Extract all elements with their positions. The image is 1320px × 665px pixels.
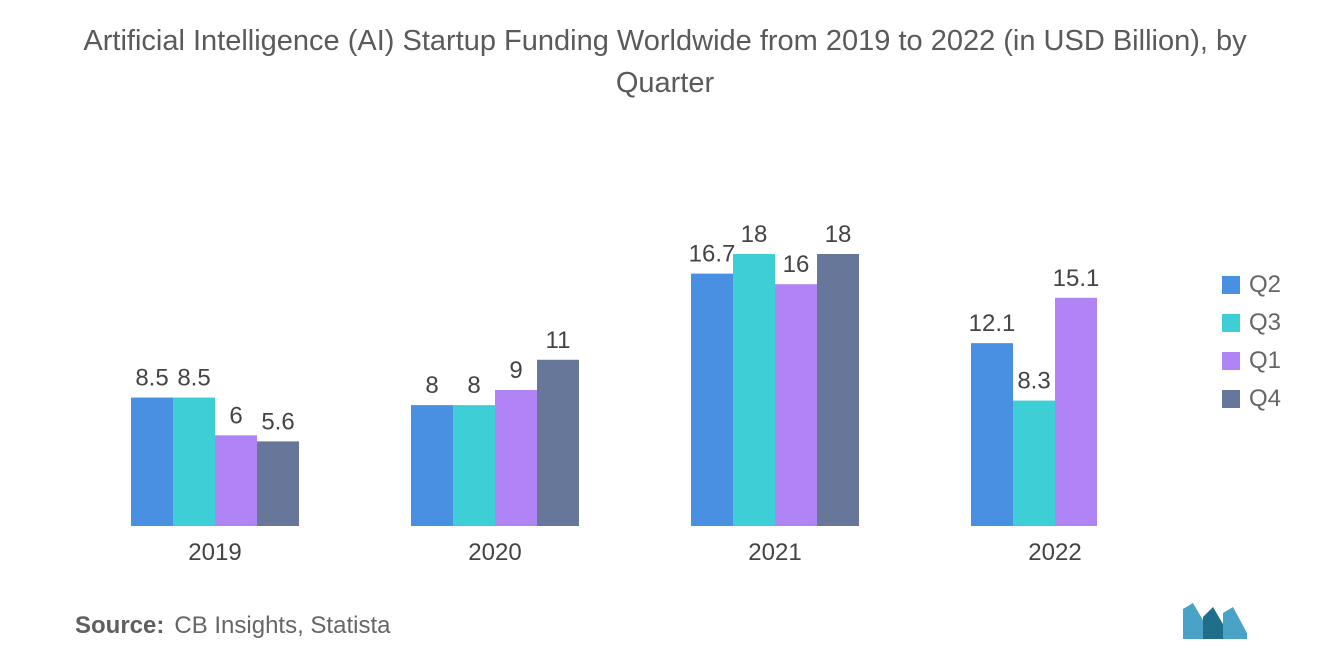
bar-2021-q1 bbox=[775, 284, 817, 526]
x-tick-label-2019: 2019 bbox=[188, 539, 241, 566]
bar-2019-q1 bbox=[215, 435, 257, 526]
x-tick-label-2022: 2022 bbox=[1028, 539, 1081, 566]
legend-swatch bbox=[1222, 390, 1240, 408]
legend-swatch bbox=[1222, 276, 1240, 294]
value-label-2022-q3: 8.3 bbox=[1017, 368, 1050, 395]
value-label-2021-q4: 18 bbox=[825, 221, 852, 248]
bars-layer bbox=[131, 254, 1097, 526]
bar-2021-q2 bbox=[691, 273, 733, 526]
legend-swatch bbox=[1222, 314, 1240, 332]
bar-2021-q3 bbox=[733, 254, 775, 526]
value-label-2020-q3: 8 bbox=[467, 372, 480, 399]
bar-2020-q4 bbox=[537, 359, 579, 526]
legend-label: Q3 bbox=[1249, 309, 1282, 336]
bar-2020-q2 bbox=[411, 405, 453, 526]
value-label-2021-q1: 16 bbox=[783, 251, 810, 278]
legend-label: Q2 bbox=[1249, 271, 1282, 298]
chart-title: Artificial Intelligence (AI) Startup Fun… bbox=[83, 25, 1247, 99]
legend: Q2 Q3 Q1 Q4 bbox=[1222, 266, 1281, 418]
legend-label: Q1 bbox=[1249, 347, 1282, 374]
legend-item-q2: Q2 bbox=[1222, 266, 1281, 304]
legend-swatch bbox=[1222, 352, 1240, 370]
value-label-2021-q3: 18 bbox=[741, 221, 768, 248]
value-label-2019-q1: 6 bbox=[229, 402, 242, 429]
bar-2019-q4 bbox=[257, 441, 299, 526]
value-label-2021-q2: 16.7 bbox=[689, 241, 736, 268]
x-axis-labels: 2019 2020 2021 2022 bbox=[188, 539, 1081, 566]
value-label-2022-q2: 12.1 bbox=[969, 310, 1016, 337]
source-note: Source: CB Insights, Statista bbox=[75, 612, 390, 640]
bar-2022-q3 bbox=[1013, 400, 1055, 526]
source-label: Source: bbox=[75, 612, 165, 639]
value-label-2020-q1: 9 bbox=[509, 357, 522, 384]
bar-2020-q3 bbox=[453, 405, 495, 526]
value-label-2019-q3: 8.5 bbox=[177, 365, 210, 392]
bar-2019-q3 bbox=[173, 397, 215, 526]
value-label-2020-q2: 8 bbox=[425, 372, 438, 399]
value-label-2019-q2: 8.5 bbox=[135, 365, 168, 392]
legend-item-q4: Q4 bbox=[1222, 380, 1281, 418]
x-tick-label-2021: 2021 bbox=[748, 539, 801, 566]
bar-2022-q1 bbox=[1055, 297, 1097, 526]
legend-item-q3: Q3 bbox=[1222, 304, 1281, 342]
source-text: CB Insights, Statista bbox=[174, 612, 391, 639]
value-label-2022-q1: 15.1 bbox=[1053, 265, 1100, 292]
value-label-2020-q4: 11 bbox=[546, 327, 571, 354]
bar-2021-q4 bbox=[817, 254, 859, 526]
value-label-2019-q4: 5.6 bbox=[261, 408, 294, 435]
legend-item-q1: Q1 bbox=[1222, 342, 1281, 380]
bar-2022-q2 bbox=[971, 343, 1013, 526]
x-tick-label-2020: 2020 bbox=[468, 539, 521, 566]
bar-2019-q2 bbox=[131, 397, 173, 526]
mordor-logo-icon bbox=[1183, 603, 1247, 639]
bar-2020-q1 bbox=[495, 390, 537, 526]
legend-label: Q4 bbox=[1249, 385, 1282, 412]
